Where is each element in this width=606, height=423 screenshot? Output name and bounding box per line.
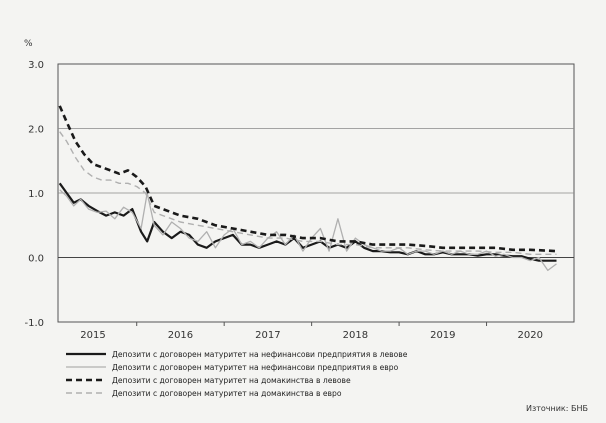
- grid: [57, 63, 575, 323]
- series-line-4: [59, 131, 557, 256]
- x-tick-label: 2016: [168, 330, 193, 341]
- x-tick-label: 2015: [80, 330, 105, 341]
- y-tick-label: -1.0: [24, 318, 44, 329]
- legend-label-4: Депозити с договорен матуритет на домаки…: [112, 389, 342, 398]
- series-line-2: [59, 189, 557, 272]
- y-tick-label: 0.0: [28, 254, 44, 265]
- axes: % 3.0 2.0 1.0 0.0 -1.0 2015 2016 2017 2018 2019 20…: [24, 39, 543, 341]
- x-tick-label: 2019: [430, 330, 455, 341]
- series-lines: [58, 105, 557, 272]
- source-note: Източник: БНБ: [526, 404, 588, 413]
- x-tick-label: 2017: [255, 330, 280, 341]
- legend: Депозити с договорен матуритет на нефина…: [66, 350, 408, 398]
- y-axis-unit-label: %: [24, 39, 33, 49]
- series-line-3: [58, 105, 557, 253]
- legend-label-1: Депозити с договорен матуритет на нефина…: [112, 350, 408, 359]
- y-tick-label: 3.0: [28, 60, 44, 71]
- x-tick-label: 2018: [343, 330, 368, 341]
- x-tick-label: 2020: [518, 330, 543, 341]
- legend-label-2: Депозити с договорен матуритет на нефина…: [112, 363, 399, 372]
- y-tick-label: 1.0: [28, 189, 44, 200]
- y-tick-label: 2.0: [28, 125, 44, 136]
- legend-label-3: Депозити с договорен матуритет на домаки…: [112, 376, 351, 385]
